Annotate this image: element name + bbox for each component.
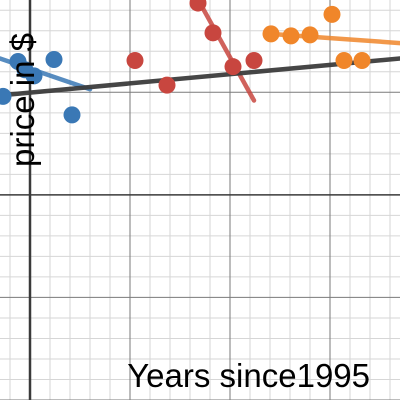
data-point bbox=[335, 52, 353, 70]
data-point bbox=[224, 58, 242, 76]
data-point bbox=[158, 76, 176, 94]
data-point bbox=[301, 26, 319, 44]
data-point bbox=[323, 5, 341, 23]
data-point bbox=[63, 106, 81, 124]
data-points bbox=[0, 0, 371, 124]
data-point bbox=[189, 0, 207, 12]
data-point bbox=[126, 52, 144, 70]
data-point bbox=[25, 67, 43, 85]
trendline-2 bbox=[195, 0, 257, 103]
data-point bbox=[45, 50, 63, 68]
data-point bbox=[282, 27, 300, 45]
data-point bbox=[204, 24, 222, 42]
data-point bbox=[262, 25, 280, 43]
y-axis-label: price in $ bbox=[4, 33, 41, 167]
x-axis-label: Years since1995 bbox=[127, 357, 370, 394]
trendline-4 bbox=[0, 56, 400, 98]
data-point bbox=[245, 52, 263, 70]
data-point bbox=[0, 87, 12, 105]
data-point bbox=[353, 52, 371, 70]
